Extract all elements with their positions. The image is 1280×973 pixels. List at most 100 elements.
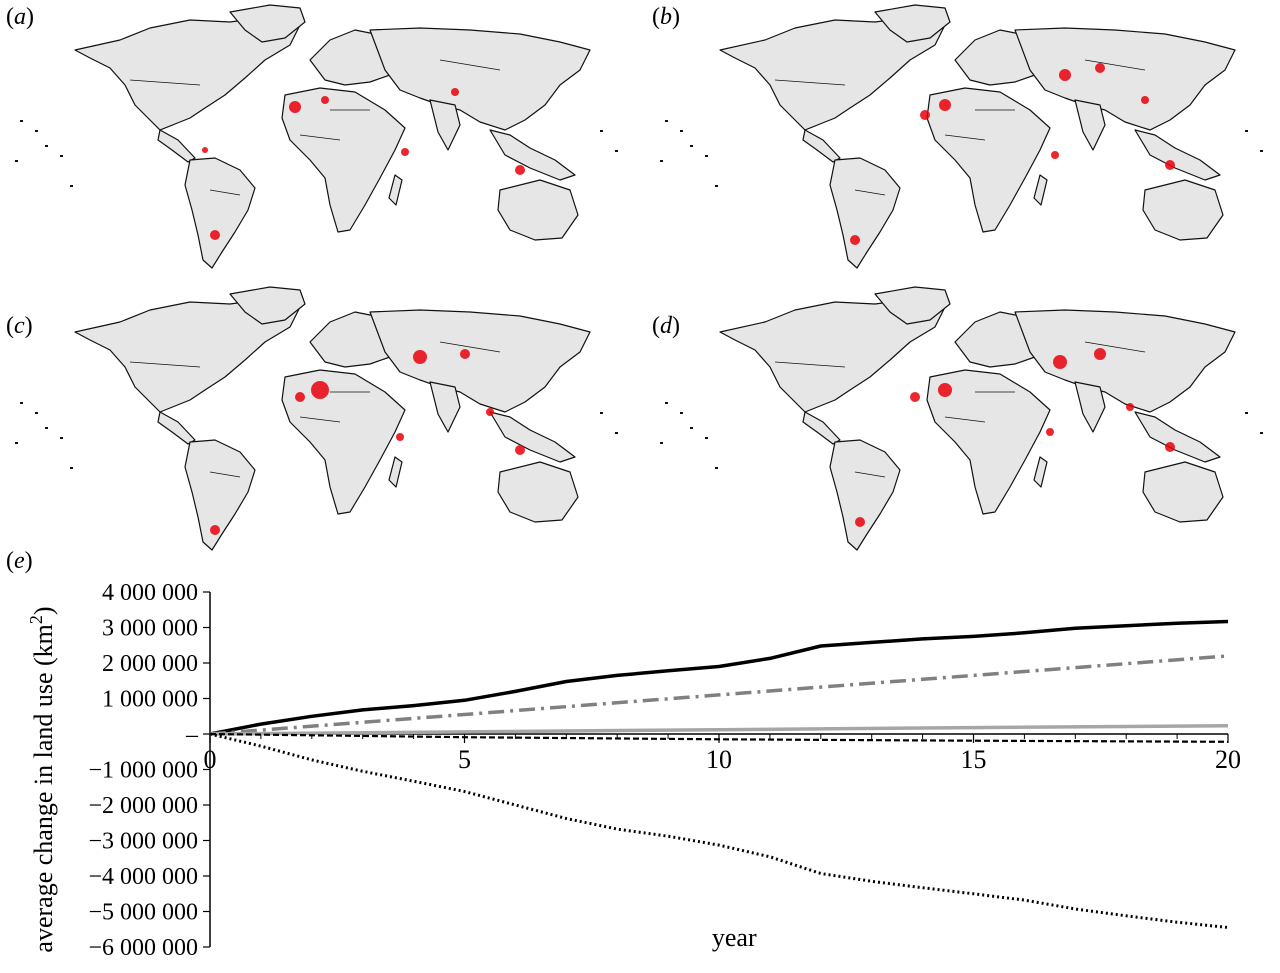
north-america-landmass	[719, 17, 946, 131]
land-use-hotspot	[413, 350, 427, 364]
country-border	[299, 416, 341, 423]
land-use-hotspot	[1059, 69, 1071, 81]
land-use-hotspot	[295, 392, 305, 402]
central-america-landmass	[157, 411, 196, 445]
island	[680, 412, 683, 414]
island	[15, 442, 18, 444]
madagascar-landmass	[388, 174, 403, 206]
land-use-hotspot	[938, 383, 952, 397]
island	[705, 155, 708, 157]
india-landmass	[1074, 99, 1106, 151]
land-use-hotspot	[311, 381, 329, 399]
land-use-hotspot	[210, 525, 220, 535]
india-landmass	[429, 99, 461, 151]
country-border	[209, 471, 241, 478]
x-tick-label: 5	[458, 745, 471, 774]
x-axis-label: year	[712, 923, 757, 952]
island	[690, 145, 693, 147]
island	[705, 437, 708, 439]
land-use-hotspot	[910, 392, 920, 402]
central-america-landmass	[157, 129, 196, 163]
land-use-hotspot	[486, 408, 494, 416]
land-use-hotspot	[202, 147, 208, 153]
greenland-landmass	[874, 286, 951, 325]
y-tick-label: −6 000 000	[88, 935, 198, 961]
southeast-asia-landmass	[489, 411, 576, 463]
world-map-d	[660, 286, 1263, 551]
north-america-landmass	[74, 17, 301, 131]
land-use-hotspot	[850, 235, 860, 245]
land-use-hotspot	[515, 445, 525, 455]
country-border	[129, 361, 201, 368]
island	[1245, 412, 1248, 414]
y-tick-label: 4 000 000	[102, 580, 198, 606]
madagascar-landmass	[1033, 456, 1048, 488]
y-tick-label: –	[185, 722, 199, 748]
madagascar-landmass	[388, 456, 403, 488]
island	[20, 402, 23, 404]
country-border	[209, 189, 241, 196]
land-use-hotspot	[210, 230, 220, 240]
land-use-hotspot	[1165, 160, 1175, 170]
land-use-hotspot	[1051, 151, 1059, 159]
world-map-c	[15, 286, 618, 551]
south-america-landmass	[829, 157, 901, 269]
land-use-hotspot	[396, 433, 404, 441]
x-tick-label: 15	[961, 745, 987, 774]
island	[1260, 150, 1263, 152]
y-tick-label: −3 000 000	[88, 829, 198, 855]
africa-landmass	[281, 87, 406, 233]
land-use-hotspot	[401, 148, 409, 156]
island	[615, 432, 618, 434]
island	[615, 150, 618, 152]
country-border	[944, 416, 986, 423]
land-use-hotspot	[855, 517, 865, 527]
land-use-change-chart: 4 000 000 3 000 000 2 000 000 1 000 000 – −1 …	[26, 580, 1241, 961]
series-line-solid-grey	[209, 724, 1229, 736]
asia-landmass	[1014, 27, 1236, 131]
island	[660, 160, 663, 162]
y-tick-label: 1 000 000	[102, 687, 198, 713]
series-line-dotted-black	[209, 732, 1229, 929]
panel-label-d: (d)	[652, 313, 680, 339]
island	[35, 412, 38, 414]
country-border	[774, 79, 846, 86]
panel-label-b: (b)	[652, 4, 680, 30]
asia-landmass	[369, 27, 591, 131]
x-tick-label: 10	[706, 745, 732, 774]
australia-landmass	[1142, 179, 1224, 241]
world-map-b	[660, 4, 1263, 269]
island	[15, 160, 18, 162]
island	[660, 442, 663, 444]
greenland-landmass	[874, 4, 951, 43]
land-use-hotspot	[321, 96, 329, 104]
greenland-landmass	[229, 286, 306, 325]
africa-landmass	[281, 369, 406, 515]
southeast-asia-landmass	[1134, 129, 1221, 181]
south-america-landmass	[184, 157, 256, 269]
land-use-hotspot	[1165, 442, 1175, 452]
land-use-hotspot	[1095, 63, 1105, 73]
series-line-dashed-black	[209, 732, 1229, 743]
land-use-hotspot	[515, 165, 525, 175]
land-use-hotspot	[939, 99, 951, 111]
land-use-hotspot	[1126, 403, 1134, 411]
country-border	[774, 361, 846, 368]
y-tick-label: −4 000 000	[88, 864, 198, 890]
australia-landmass	[497, 179, 579, 241]
panel-label-a: (a)	[6, 4, 34, 30]
australia-landmass	[497, 461, 579, 523]
india-landmass	[1074, 381, 1106, 433]
land-use-hotspot	[1094, 348, 1106, 360]
island	[70, 185, 73, 187]
land-use-hotspot	[1046, 428, 1054, 436]
island	[1260, 432, 1263, 434]
series-line-solid-black	[209, 619, 1229, 736]
x-tick-label: 0	[204, 745, 217, 774]
y-tick-label: −5 000 000	[88, 900, 198, 926]
y-tick-label: 2 000 000	[102, 651, 198, 677]
y-tick-label: −2 000 000	[88, 793, 198, 819]
south-america-landmass	[184, 439, 256, 551]
island	[1245, 130, 1248, 132]
island	[35, 130, 38, 132]
